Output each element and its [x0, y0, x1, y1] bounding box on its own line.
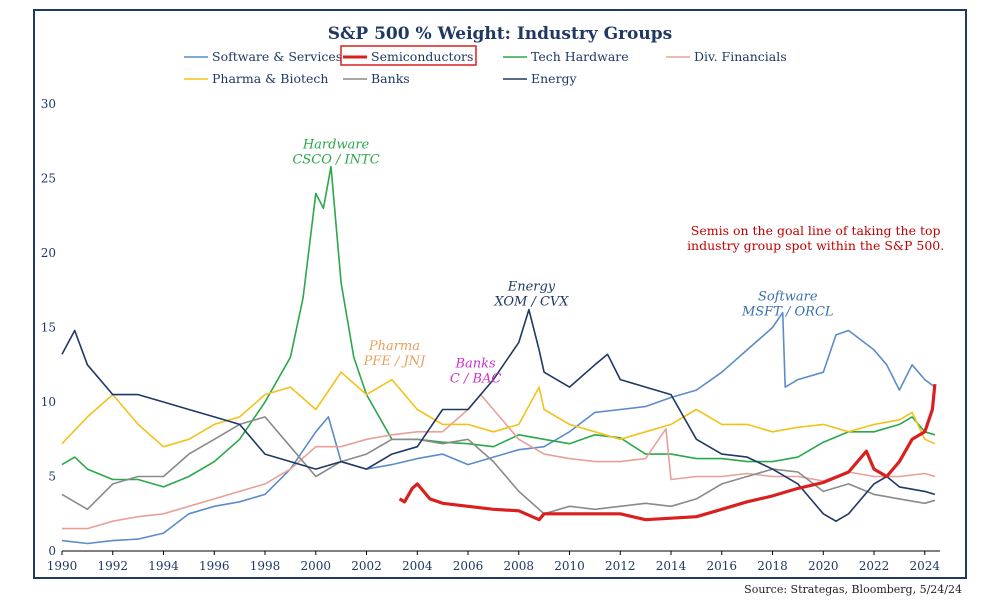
annotation-text: CSCO / INTC	[292, 153, 379, 168]
series-line-div-financials	[62, 393, 936, 530]
legend-label: Energy	[531, 71, 578, 86]
series-line-tech-hardware	[61, 165, 936, 488]
annotation-text: Semis on the goal line of taking the top	[691, 223, 941, 238]
y-tick-label: 10	[41, 395, 56, 409]
legend-highlight-box	[340, 45, 477, 66]
legend-item-energy: Energy	[503, 71, 578, 86]
x-tick-label: 2008	[503, 559, 534, 573]
legend-label: Div. Financials	[694, 49, 787, 64]
annotation-text: Banks	[455, 357, 497, 372]
legend-label: Pharma & Biotech	[212, 71, 328, 86]
legend-item-semiconductors: Semiconductors	[340, 45, 477, 66]
series-line-banks	[61, 416, 936, 515]
annotation-text: Hardware	[302, 138, 370, 153]
x-tick-label: 2006	[453, 559, 484, 573]
y-tick-label: 5	[48, 470, 56, 484]
annotation-text: industry group spot within the S&P 500.	[687, 238, 944, 253]
x-tick-label: 2022	[859, 559, 890, 573]
x-tick-label: 2016	[706, 559, 737, 573]
x-tick-label: 2020	[808, 559, 839, 573]
x-tick-label: 1992	[97, 559, 128, 573]
series-line-semiconductors	[398, 383, 937, 522]
annotation-text: MSFT / ORCL	[741, 305, 834, 320]
annotation-text: C / BAC	[450, 372, 502, 387]
legend-label: Tech Hardware	[531, 49, 629, 64]
source-note: Source: Strategas, Bloomberg, 5/24/24	[744, 583, 962, 596]
series-line-energy	[61, 308, 936, 522]
x-tick-label: 1998	[250, 559, 281, 573]
x-tick-label: 2024	[910, 559, 941, 573]
y-tick-label: 15	[41, 321, 56, 335]
y-tick-label: 30	[41, 97, 56, 111]
x-tick-label: 2010	[554, 559, 585, 573]
annotation-text: Energy	[507, 279, 556, 294]
series-line-software-services	[61, 311, 936, 545]
x-tick-label: 2000	[300, 559, 331, 573]
annotation-text: XOM / CVX	[493, 294, 569, 309]
legend-item-div-financials: Div. Financials	[666, 49, 787, 64]
annotation-6: Semis on the goal line of taking the top…	[687, 223, 944, 253]
annotation-text: Software	[758, 290, 818, 305]
legend-item-banks: Banks	[343, 71, 410, 86]
y-tick-label: 25	[41, 172, 56, 186]
annotation-text: PFE / JNJ	[363, 354, 426, 369]
x-tick-label: 1990	[47, 559, 78, 573]
x-tick-label: 2018	[757, 559, 788, 573]
y-tick-label: 0	[48, 544, 56, 558]
legend-label: Banks	[371, 71, 410, 86]
x-tick-label: 1996	[199, 559, 230, 573]
legend-label: Software & Services	[212, 49, 342, 64]
legend-item-pharma-biotech: Pharma & Biotech	[184, 71, 328, 86]
x-tick-label: 2004	[402, 559, 433, 573]
legend-item-tech-hardware: Tech Hardware	[503, 49, 629, 64]
x-tick-label: 1994	[148, 559, 179, 573]
legend-label: Semiconductors	[371, 49, 473, 64]
axes: 1990 1992 1994 1996 1998 2000 2002 2004 2006 2008…	[41, 97, 941, 573]
x-tick-label: 2014	[656, 559, 687, 573]
chart-title: S&P 500 % Weight: Industry Groups	[328, 24, 672, 44]
y-tick-label: 20	[41, 246, 56, 260]
plot-area	[61, 165, 937, 545]
series-line-pharma-biotech	[61, 371, 936, 448]
legend-item-software-services: Software & Services	[184, 49, 342, 64]
x-tick-label: 2012	[605, 559, 636, 573]
legend: Software & Services Semiconductors Tech Ha…	[184, 45, 787, 86]
x-tick-label: 2002	[351, 559, 382, 573]
annotation-text: Pharma	[368, 339, 420, 354]
